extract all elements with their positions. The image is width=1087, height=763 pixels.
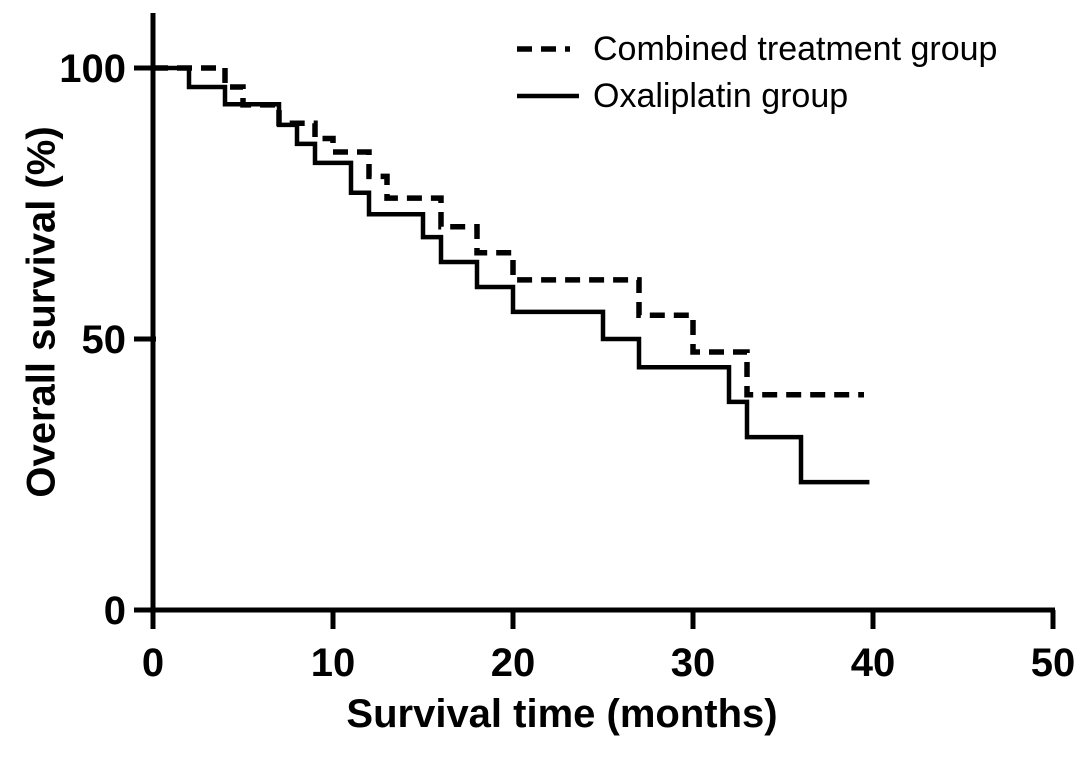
x-tick-label-30: 30 — [671, 641, 716, 685]
x-tick-label-20: 20 — [491, 641, 536, 685]
legend-item-oxaliplatin: Oxaliplatin group — [516, 72, 997, 119]
km-curve-oxaliplatin-group — [153, 65, 870, 485]
y-tick-label-50: 50 — [82, 318, 127, 362]
x-tick-label-40: 40 — [851, 641, 896, 685]
legend-label-oxaliplatin: Oxaliplatin group — [593, 76, 849, 115]
y-axis-title: Overall survival (%) — [19, 126, 64, 498]
solid-line-icon — [517, 93, 579, 98]
x-tick-label-10: 10 — [311, 641, 356, 685]
legend: Combined treatment group Oxaliplatin gro… — [516, 25, 997, 119]
legend-item-combined-treatment: Combined treatment group — [516, 25, 997, 72]
x-tick-label-0: 0 — [142, 641, 164, 685]
y-tick-label-100: 100 — [59, 47, 126, 91]
legend-label-combined-treatment: Combined treatment group — [593, 29, 998, 68]
x-tick-label-50: 50 — [1031, 641, 1076, 685]
y-tick-label-0: 0 — [104, 589, 126, 633]
dashed-line-icon — [517, 45, 579, 52]
x-axis-title: Survival time (months) — [346, 692, 778, 736]
